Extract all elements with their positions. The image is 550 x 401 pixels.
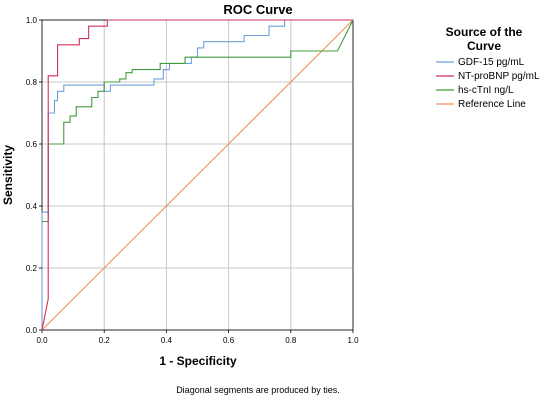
y-tick-label: 0.4 [26,202,38,211]
legend-label-nt-probnp-pg-ml: NT-proBNP pg/mL [458,71,540,82]
legend-label-reference-line: Reference Line [458,99,526,110]
x-tick-label: 1.0 [347,336,359,345]
x-axis-label: 1 - Specificity [159,354,237,368]
series-line-hs-ctni-ng-l [42,19,354,223]
y-tick-label: 0.2 [26,264,38,273]
legend-label-gdf-15-pg-ml: GDF-15 pg/mL [458,57,525,68]
chart-title: ROC Curve [223,2,292,17]
series-line-reference-line [41,19,354,331]
series-line-gdf-15-pg-ml [41,19,353,330]
x-tick-label: 0.4 [161,336,173,345]
y-tick-label: 0.0 [26,326,38,335]
series-line-nt-probnp-pg-ml [41,19,353,331]
y-axis-label: Sensitivity [1,145,15,205]
x-tick-label: 0.6 [223,336,235,345]
y-tick-label: 1.0 [26,16,38,25]
y-tick-label: 0.6 [26,140,38,149]
axis-ticks: 0.0 0.2 0.4 0.6 0.8 1.0 0.0 0.2 0.4 0.6 0.8 1.0 [26,16,359,345]
legend-entries: GDF-15 pg/mL NT-proBNP pg/mL hs-cTnI ng/L R… [436,57,540,110]
y-tick-label: 0.8 [26,78,38,87]
x-tick-label: 0.0 [36,336,48,345]
x-tick-label: 0.8 [285,336,297,345]
x-tick-label: 0.2 [99,336,111,345]
series-lines [41,19,354,331]
legend-title-line-2: Curve [467,39,501,53]
gridlines [41,19,354,331]
footnote: Diagonal segments are produced by ties. [176,385,340,395]
legend-title-line-1: Source of the [446,25,523,39]
legend-label-hs-ctni-ng-l: hs-cTnI ng/L [458,85,514,96]
legend: Source of the Curve GDF-15 pg/mL NT-proBN… [436,25,540,110]
